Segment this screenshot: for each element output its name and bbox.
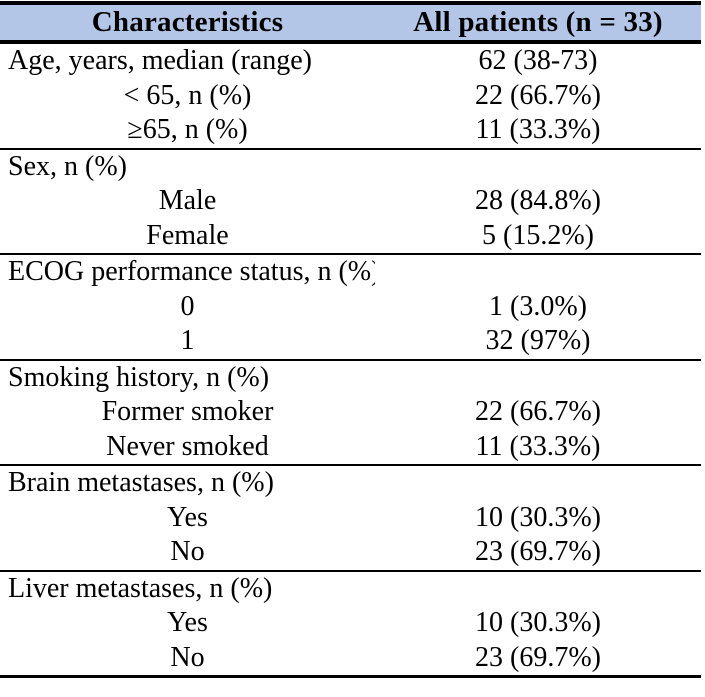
header-row: Characteristics All patients (n = 33) xyxy=(0,3,701,44)
row-label-cell: Male xyxy=(158,185,217,216)
table-row-sex-male: Male 28 (84.8%) xyxy=(0,184,701,219)
table-row-smoking: Smoking history, n (%) xyxy=(0,358,701,395)
row-value-cell: 32 (97%) xyxy=(485,325,591,356)
table-row-brain-mets: Brain metastases, n (%) xyxy=(0,464,701,501)
row-label-cell: Smoking history, n (%) xyxy=(0,358,375,395)
table-row-age-ge65: ≥65, n (%) 11 (33.3%) xyxy=(0,113,701,149)
row-label-cell: Liver metastases, n (%) xyxy=(0,569,375,606)
row-value-cell: 11 (33.3%) xyxy=(475,430,601,462)
row-value-cell xyxy=(375,358,701,395)
row-value-cell: 23 (69.7%) xyxy=(475,536,601,567)
table-row-sex: Sex, n (%) xyxy=(0,147,701,184)
row-label-cell: Yes xyxy=(167,501,208,533)
row-label-cell: Yes xyxy=(167,607,208,638)
row-value-cell xyxy=(375,569,701,606)
row-value-cell: 10 (30.3%) xyxy=(475,607,601,638)
row-label-cell: Female xyxy=(146,219,229,251)
table-row-smoking-never: Never smoked 11 (33.3%) xyxy=(0,430,701,466)
row-value-cell: 22 (66.7%) xyxy=(475,396,601,427)
row-value-cell: 5 (15.2%) xyxy=(482,219,594,251)
table-row-age: Age, years, median (range) 62 (38-73) xyxy=(0,42,701,79)
row-value-cell: 1 (3.0%) xyxy=(489,290,587,322)
row-value-cell xyxy=(375,147,701,184)
table-row-ecog: ECOG performance status, n (%) xyxy=(0,253,701,290)
row-value-cell: 11 (33.3%) xyxy=(475,114,601,145)
table-row-age-lt65: < 65, n (%) 22 (66.7%) xyxy=(0,79,701,114)
row-label-cell: Never smoked xyxy=(106,430,269,462)
table-row-brain-mets-no: No 23 (69.7%) xyxy=(0,535,701,571)
row-label-cell: 1 xyxy=(180,325,195,356)
header-characteristics: Characteristics xyxy=(0,3,375,44)
row-value-cell: 23 (69.7%) xyxy=(475,641,601,673)
row-label-cell: < 65, n (%) xyxy=(123,79,252,111)
table-row-liver-mets-no: No 23 (69.7%) xyxy=(0,641,701,677)
patient-characteristics-table: Characteristics All patients (n = 33) Ag… xyxy=(0,1,701,678)
row-label-cell: ≥65, n (%) xyxy=(127,114,248,145)
row-label-cell: Brain metastases, n (%) xyxy=(0,464,375,501)
table-row-smoking-former: Former smoker 22 (66.7%) xyxy=(0,395,701,430)
table-row-brain-mets-yes: Yes 10 (30.3%) xyxy=(0,501,701,536)
row-label-cell: No xyxy=(170,536,205,567)
row-label-cell: No xyxy=(170,641,205,673)
table-row-liver-mets-yes: Yes 10 (30.3%) xyxy=(0,606,701,641)
row-label-cell: Former smoker xyxy=(101,396,274,427)
row-value-cell: 10 (30.3%) xyxy=(475,501,601,533)
row-label-cell: 0 xyxy=(180,290,195,322)
table-body: Age, years, median (range) 62 (38-73) < … xyxy=(0,42,701,677)
table-row-ecog-0: 0 1 (3.0%) xyxy=(0,290,701,325)
table-row-sex-female: Female 5 (15.2%) xyxy=(0,219,701,255)
header-all-patients: All patients (n = 33) xyxy=(375,3,701,44)
row-label-cell: ECOG performance status, n (%) xyxy=(0,253,375,290)
row-value-cell xyxy=(375,253,701,290)
row-value-cell xyxy=(375,464,701,501)
row-value-cell: 22 (66.7%) xyxy=(475,79,601,111)
row-label-cell: Age, years, median (range) xyxy=(8,45,312,76)
table-header: Characteristics All patients (n = 33) xyxy=(0,3,701,44)
table-row-liver-mets: Liver metastases, n (%) xyxy=(0,569,701,606)
row-value-cell: 62 (38-73) xyxy=(478,45,598,76)
row-label-cell: Sex, n (%) xyxy=(0,147,375,184)
row-value-cell: 28 (84.8%) xyxy=(475,185,601,216)
table-row-ecog-1: 1 32 (97%) xyxy=(0,324,701,360)
